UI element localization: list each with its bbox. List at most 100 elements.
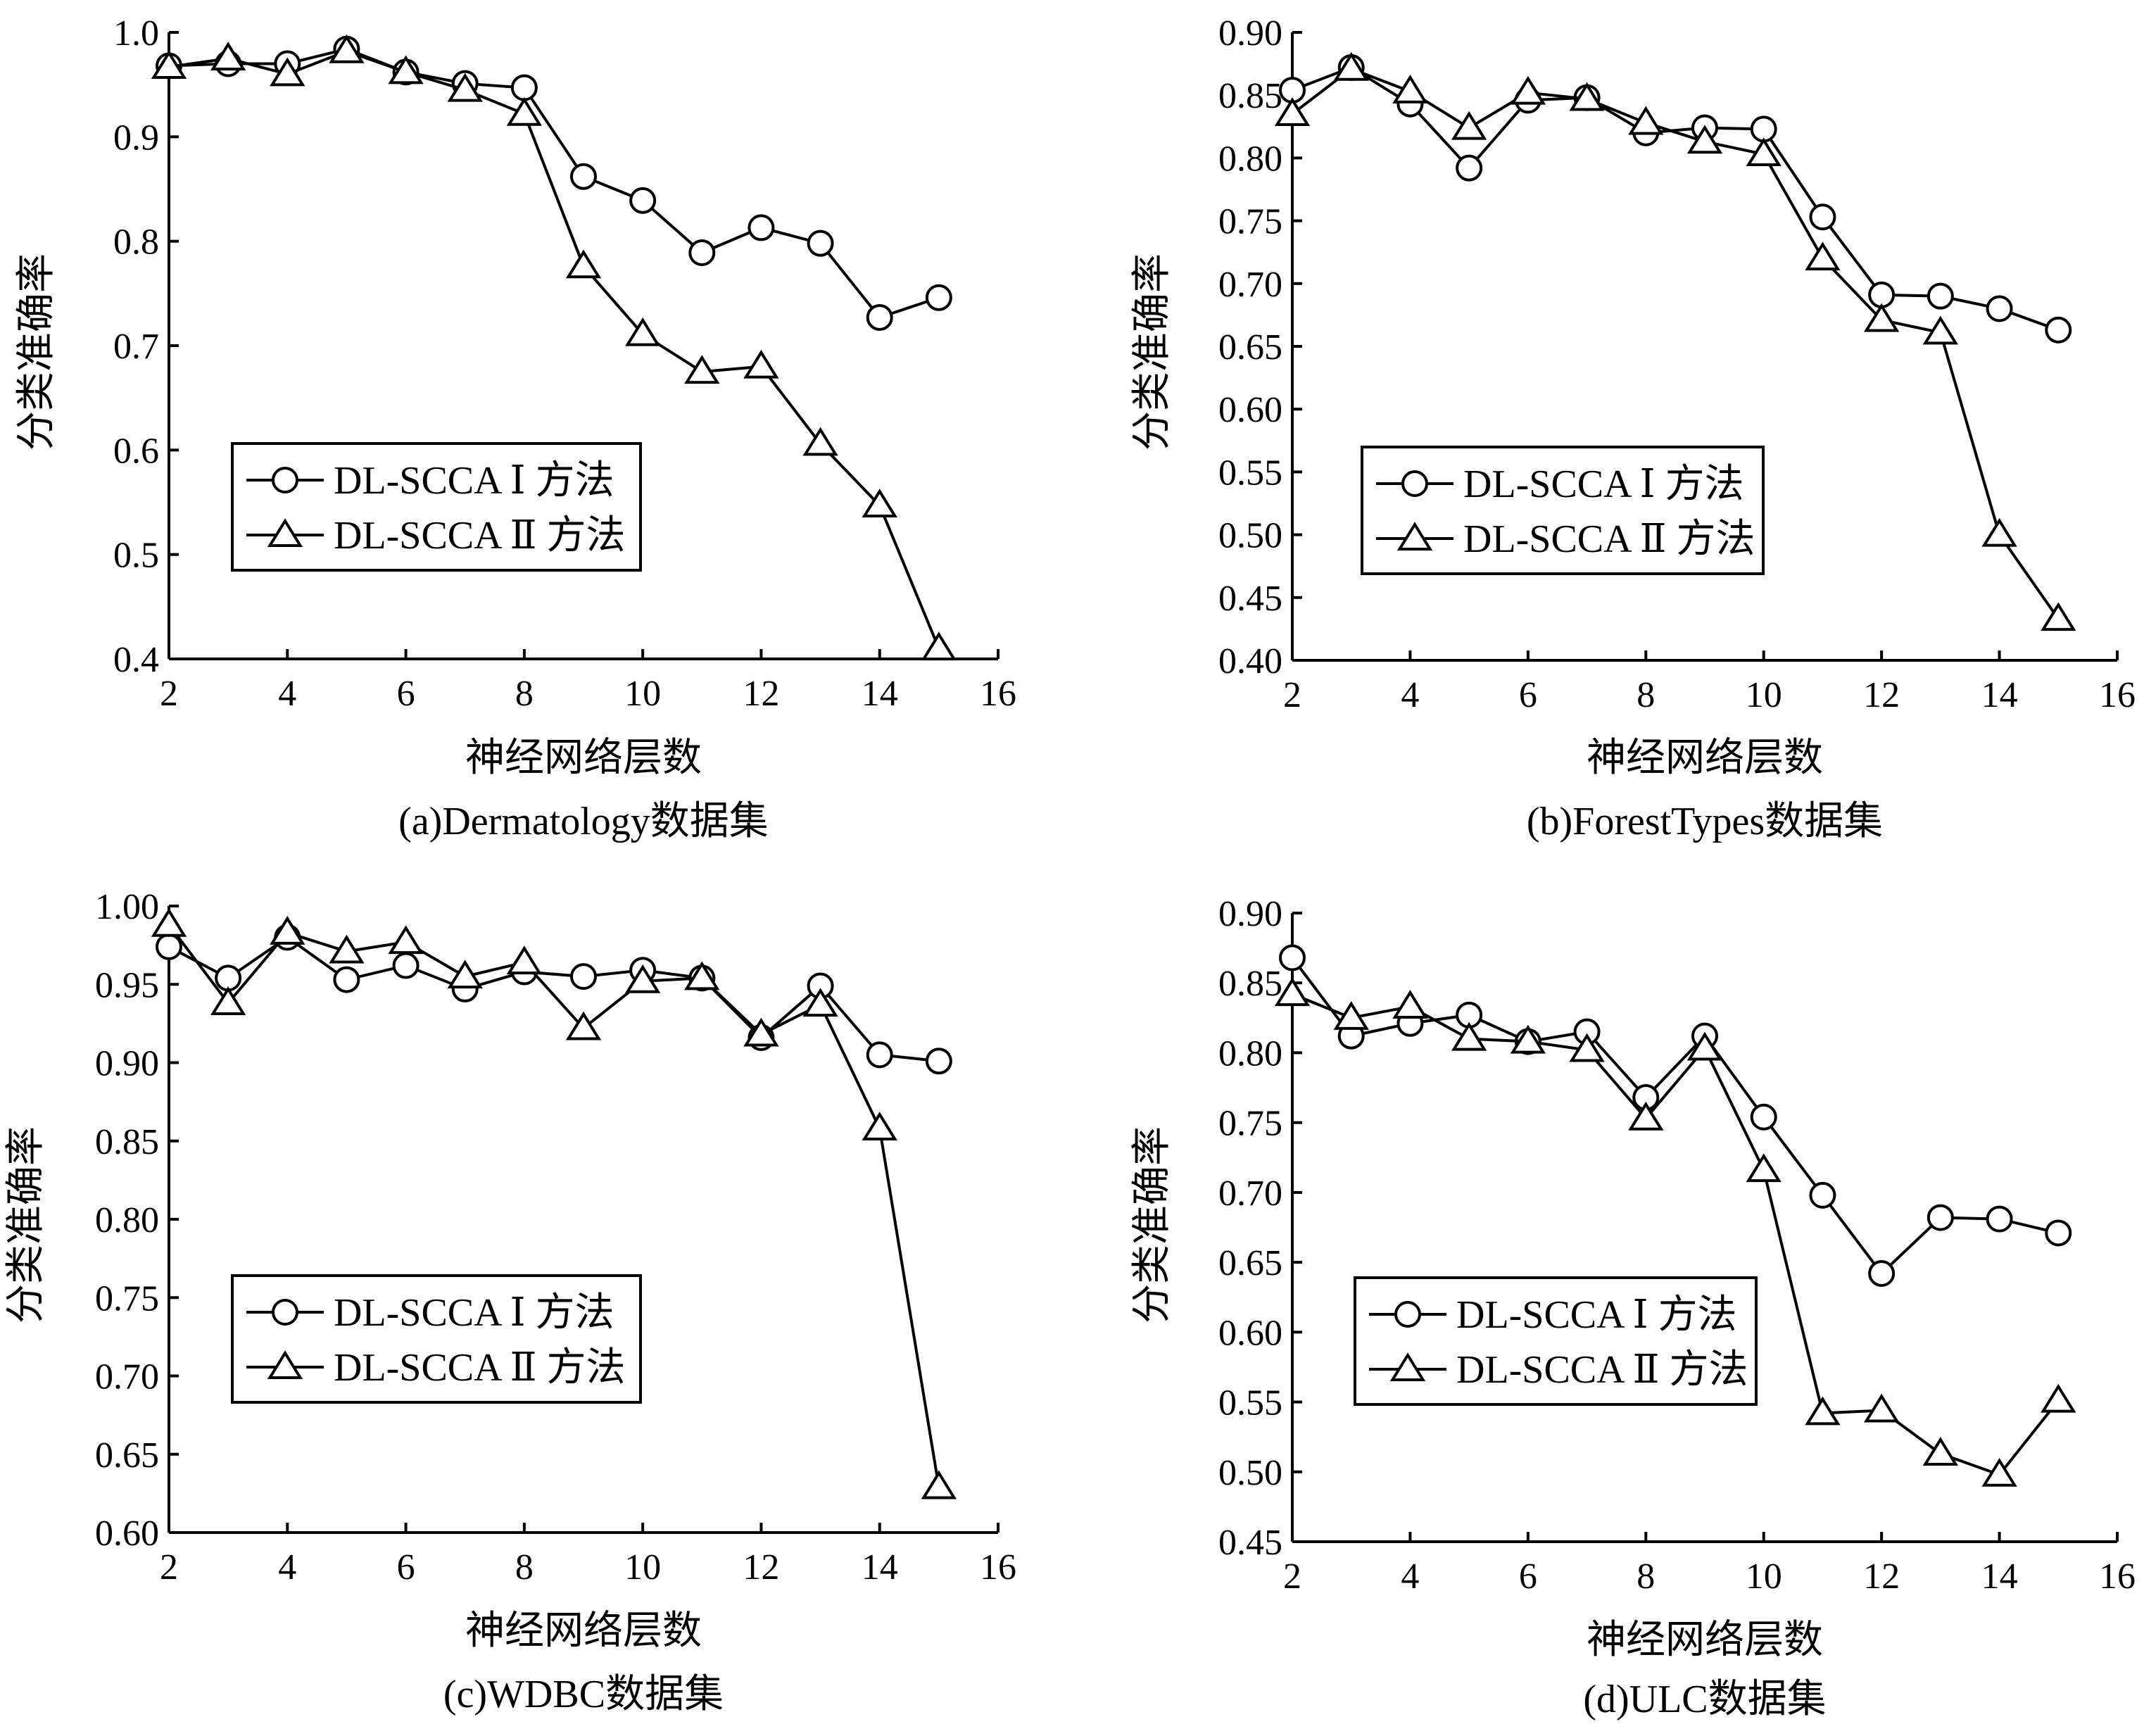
- legend-box: [231, 442, 642, 572]
- data-point-triangle: [565, 1011, 602, 1040]
- x-tick-label: 10: [1746, 675, 1782, 715]
- data-point-triangle: [921, 1470, 957, 1499]
- data-point-circle: [1868, 1259, 1896, 1287]
- data-point-triangle: [1863, 1393, 1900, 1423]
- data-point-triangle: [1746, 1153, 1782, 1183]
- data-point-circle: [156, 933, 182, 960]
- data-point-circle: [629, 187, 657, 214]
- data-point-triangle: [1805, 1396, 1841, 1426]
- legend: DL-SCCA Ⅰ 方法 DL-SCCA Ⅱ 方法: [231, 442, 642, 572]
- data-point-triangle: [1451, 1021, 1487, 1051]
- data-point-circle: [1279, 944, 1306, 971]
- y-tick-label: 0.60: [95, 1514, 159, 1554]
- y-axis-label: 分类准确率: [1130, 1126, 1174, 1323]
- data-point-triangle: [447, 960, 483, 989]
- y-tick-label: 0.9: [113, 118, 159, 158]
- data-point-triangle: [624, 964, 661, 993]
- data-point-triangle: [802, 988, 838, 1017]
- data-point-triangle: [1628, 1101, 1664, 1131]
- legend-box: [1354, 1276, 1758, 1406]
- data-point-circle: [333, 966, 360, 993]
- x-tick-label: 8: [1637, 1556, 1655, 1597]
- data-point-circle: [925, 284, 952, 311]
- y-tick-label: 0.50: [1218, 516, 1282, 556]
- legend-triangle-marker: [1389, 1352, 1426, 1381]
- x-tick-label: 4: [1401, 675, 1419, 715]
- x-tick-label: 6: [397, 674, 415, 714]
- legend-label: DL-SCCA Ⅱ 方法: [334, 1346, 626, 1390]
- x-tick-label: 4: [1401, 1556, 1419, 1597]
- data-point-triangle: [1922, 315, 1959, 345]
- chart-panel-d: 0.45 0.50 0.55 0.60 0.65 0.70 0.75 0.80 0.85 0.90…: [1130, 894, 2136, 1721]
- y-tick-label: 0.75: [1218, 1104, 1282, 1144]
- data-point-triangle: [1922, 1437, 1959, 1466]
- data-point-triangle: [1451, 111, 1487, 140]
- legend-triangle-marker: [267, 1350, 303, 1379]
- chart-caption: (c)WDBC数据集: [443, 1673, 724, 1716]
- series-line-2: [168, 49, 940, 649]
- data-point-triangle: [624, 317, 661, 346]
- x-tick-label: 6: [1519, 1556, 1537, 1597]
- y-tick-label: 0.85: [95, 1122, 159, 1162]
- data-point-triangle: [1510, 75, 1546, 105]
- x-tick-label: 16: [980, 674, 1016, 714]
- y-tick-label: 0.85: [1218, 964, 1282, 1004]
- data-point-circle: [1809, 203, 1836, 231]
- legend-label: DL-SCCA Ⅰ 方法: [1456, 1293, 1737, 1337]
- y-tick-label: 0.90: [1218, 13, 1282, 54]
- legend-box: [1361, 446, 1765, 575]
- data-point-triangle: [1746, 137, 1782, 167]
- series-line-1: [168, 47, 940, 320]
- y-tick-label: 0.40: [1218, 641, 1282, 681]
- data-point-circle: [2045, 316, 2072, 344]
- y-tick-label: 0.55: [1218, 453, 1282, 493]
- chart-panel-b: 0.40 0.45 0.50 0.55 0.60 0.65 0.70 0.75 0.80 0.85…: [1130, 13, 2136, 843]
- x-axis-label: 神经网络层数: [1587, 1618, 1823, 1662]
- x-tick-label: 10: [624, 674, 661, 714]
- data-point-circle: [1986, 1205, 2013, 1233]
- x-tick-label: 8: [515, 674, 534, 714]
- y-tick-label: 0.80: [1218, 1033, 1282, 1074]
- x-tick-label: 14: [1981, 675, 2018, 715]
- data-point-triangle: [2041, 602, 2076, 631]
- data-point-circle: [1750, 1103, 1777, 1131]
- legend-label: DL-SCCA Ⅱ 方法: [1456, 1348, 1748, 1392]
- data-point-circle: [866, 303, 893, 331]
- x-axis-label: 神经网络层数: [465, 736, 702, 780]
- legend-circle-marker: [272, 467, 298, 493]
- y-axis-label: 分类准确率: [4, 1126, 48, 1323]
- data-point-triangle: [447, 73, 483, 102]
- data-point-circle: [1456, 154, 1483, 182]
- chart-caption: (a)Dermatology数据集: [398, 800, 769, 843]
- data-point-triangle: [684, 355, 720, 384]
- y-tick-label: 0.65: [1218, 1243, 1282, 1283]
- legend-circle-marker: [1394, 1301, 1421, 1328]
- data-point-triangle: [862, 489, 897, 517]
- data-point-triangle: [151, 907, 187, 937]
- y-tick-label: 0.45: [1218, 579, 1282, 619]
- x-tick-label: 14: [1981, 1556, 2018, 1597]
- x-tick-label: 4: [278, 1547, 296, 1587]
- data-point-triangle: [802, 427, 838, 456]
- y-tick-label: 0.7: [113, 327, 159, 367]
- y-tick-label: 0.5: [113, 536, 159, 576]
- x-tick-label: 2: [1283, 675, 1301, 715]
- data-point-triangle: [506, 96, 543, 126]
- x-tick-label: 8: [515, 1547, 534, 1587]
- data-point-triangle: [388, 925, 424, 955]
- legend-label: DL-SCCA Ⅰ 方法: [1463, 463, 1744, 506]
- y-tick-label: 0.80: [1218, 139, 1282, 179]
- y-tick-label: 0.45: [1218, 1523, 1282, 1563]
- data-point-triangle: [743, 349, 779, 379]
- data-point-triangle: [210, 986, 246, 1015]
- data-point-circle: [2045, 1219, 2072, 1247]
- data-point-circle: [866, 1041, 893, 1069]
- data-point-triangle: [565, 249, 602, 279]
- data-point-circle: [807, 229, 834, 257]
- y-tick-label: 1.00: [95, 887, 159, 927]
- data-point-triangle: [684, 961, 720, 990]
- chart-panel-c: 0.60 0.65 0.70 0.75 0.80 0.85 0.90 0.95 1.00 2 4 6 8…: [4, 887, 1016, 1716]
- legend-box: [231, 1274, 642, 1404]
- data-point-triangle: [1569, 82, 1605, 111]
- x-tick-label: 16: [980, 1547, 1016, 1587]
